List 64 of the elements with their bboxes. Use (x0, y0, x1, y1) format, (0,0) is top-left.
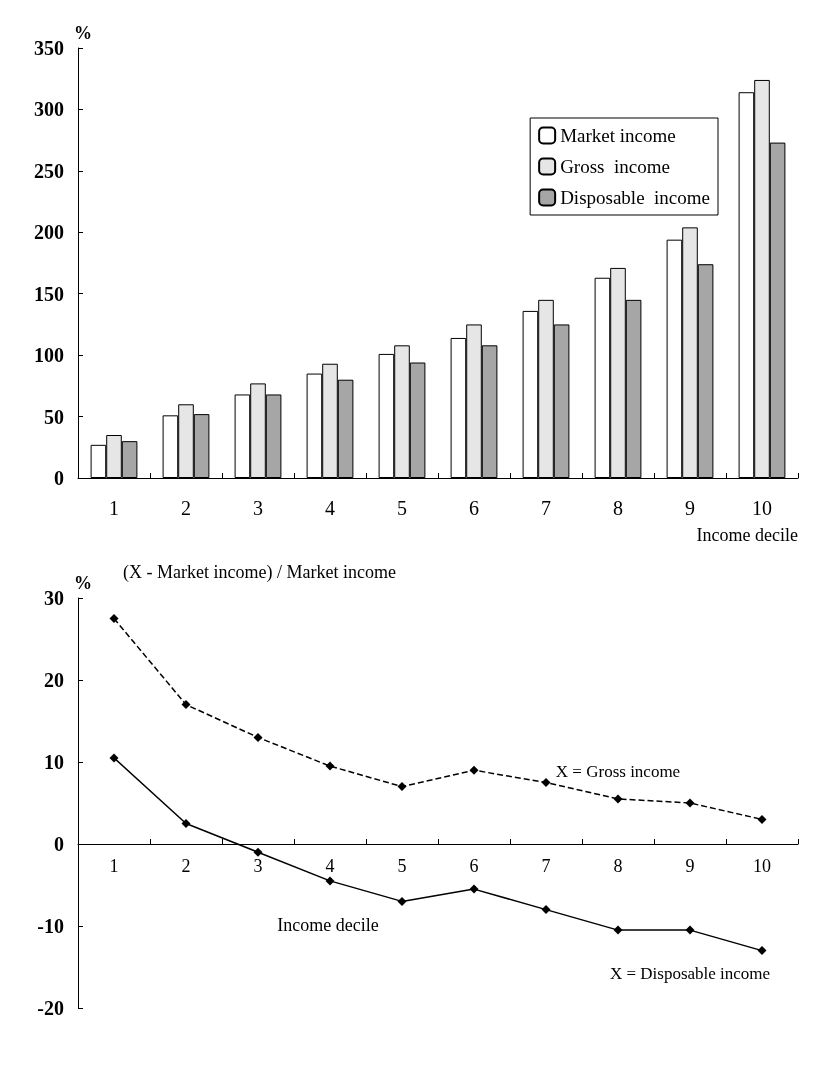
x-tick-label: 5 (397, 856, 407, 876)
x-tick-label: 1 (109, 856, 119, 876)
point (685, 925, 695, 935)
x-tick-label: 3 (253, 856, 263, 876)
y-tick-label: 250 (34, 159, 64, 182)
point (325, 761, 335, 771)
y-tick-label: 100 (34, 344, 64, 367)
x-tick-label: 9 (685, 497, 695, 519)
y-tick-label: 30 (44, 587, 64, 609)
x-tick-label: 10 (753, 856, 771, 876)
x-tick-label: 4 (325, 856, 335, 876)
point (109, 753, 119, 763)
chart-title: (X - Market income) / Market income (123, 562, 396, 583)
x-tick-label: 8 (613, 497, 623, 519)
point (541, 905, 551, 915)
y-tick-label: 200 (34, 221, 64, 244)
x-tick-label: 1 (109, 497, 119, 519)
series-label: X = Disposable income (609, 963, 771, 983)
x-tick-label: 6 (469, 856, 479, 876)
x-tick-label: 3 (253, 497, 263, 519)
x-tick-label: 5 (397, 497, 407, 519)
x-tick-label: 6 (469, 497, 479, 519)
point (469, 884, 479, 894)
point (253, 847, 263, 857)
y-tick-label: 10 (44, 751, 64, 773)
legend-label: Disposable income (560, 187, 710, 208)
x-tick-label: 2 (181, 856, 191, 876)
point (253, 732, 263, 742)
point (757, 946, 767, 956)
y-tick-label: 0 (54, 467, 64, 489)
legend-label: Market income (560, 125, 676, 146)
point (613, 925, 623, 935)
x-tick-label: 2 (181, 497, 191, 519)
x-tick-label: 8 (613, 856, 623, 876)
y-tick-label: 50 (44, 405, 64, 428)
point (541, 778, 551, 787)
x-tick-label: 9 (685, 856, 695, 876)
point (613, 794, 623, 804)
legend-label: Gross income (560, 156, 670, 177)
y-tick-label: 150 (34, 282, 64, 305)
x-tick-label: 7 (541, 497, 551, 519)
point (397, 896, 407, 906)
y-tick-label: 300 (34, 98, 64, 121)
y-tick-label: -10 (37, 915, 64, 937)
point (685, 798, 695, 808)
point (109, 614, 119, 623)
y-tick-label: -20 (37, 997, 64, 1019)
y-tick-label: 20 (44, 669, 64, 691)
x-axis-title: Income decile (277, 915, 379, 935)
y-axis-title: % (74, 573, 92, 593)
x-tick-label: 7 (541, 856, 551, 876)
y-tick-label: 350 (34, 37, 64, 59)
point (181, 700, 191, 710)
point (397, 782, 407, 792)
series-label: X = Gross income (555, 762, 681, 782)
y-axis-title: % (74, 23, 92, 43)
x-axis-title: Income decile (696, 525, 798, 545)
point (757, 814, 767, 824)
x-tick-label: 4 (325, 497, 335, 519)
y-tick-label: 0 (54, 833, 64, 855)
point (181, 819, 191, 828)
point (469, 765, 479, 775)
point (325, 876, 335, 886)
x-tick-label: 10 (752, 497, 772, 519)
